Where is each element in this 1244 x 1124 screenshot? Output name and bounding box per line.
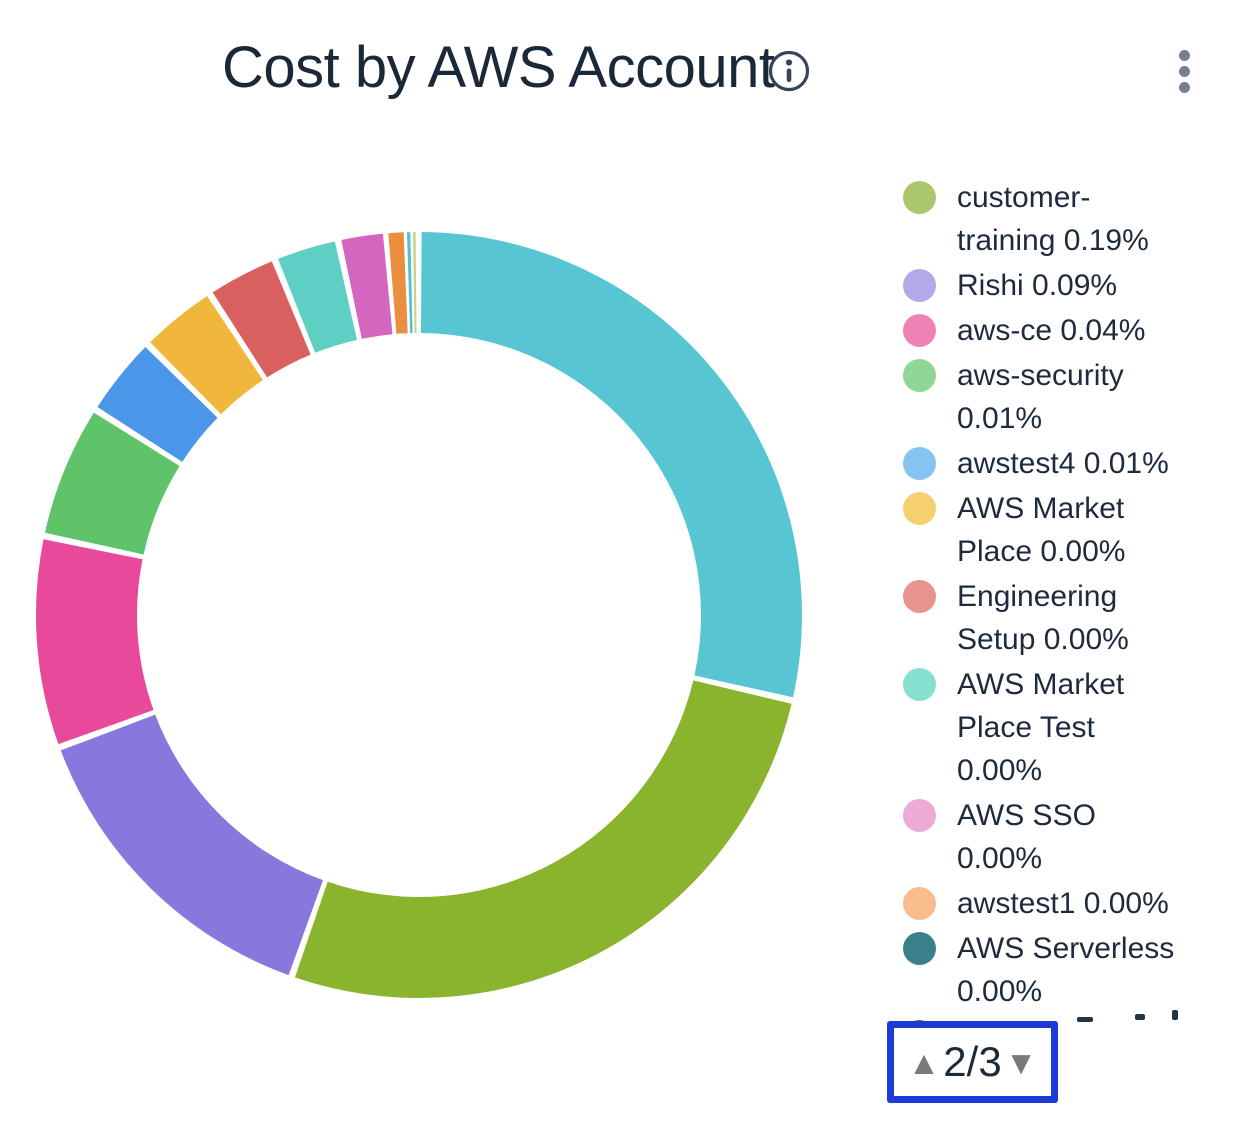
legend-item[interactable]: aws-security 0.01% bbox=[903, 354, 1233, 440]
donut-segment[interactable] bbox=[420, 232, 802, 698]
donut-segment[interactable] bbox=[212, 261, 311, 378]
kebab-menu-icon[interactable] bbox=[1177, 48, 1192, 95]
legend-item[interactable]: AWS SSO 0.00% bbox=[903, 794, 1233, 880]
legend-item[interactable]: aws-ce 0.04% bbox=[903, 309, 1233, 352]
page-down-button[interactable]: ▼ bbox=[1004, 1043, 1038, 1081]
donut-segment[interactable] bbox=[412, 232, 417, 334]
page-indicator: 2/3 bbox=[943, 1038, 1002, 1085]
legend-swatch-icon bbox=[903, 799, 936, 832]
legend-item[interactable]: Engineering Setup 0.00% bbox=[903, 575, 1233, 661]
legend-swatch-icon bbox=[903, 492, 936, 525]
legend-item-label: customer- training 0.19% bbox=[957, 181, 1149, 257]
legend-swatch-icon bbox=[903, 932, 936, 965]
legend-swatch-icon bbox=[903, 269, 936, 302]
legend-item-label: AWS Market Place Test 0.00% bbox=[957, 668, 1125, 787]
clipped-text-fragment bbox=[1172, 1010, 1178, 1020]
legend-item[interactable]: awstest1 0.00% bbox=[903, 882, 1233, 925]
legend-item[interactable]: AWS Market Place Test 0.00% bbox=[903, 663, 1233, 792]
donut-segment[interactable] bbox=[36, 539, 154, 745]
chart-legend: customer- training 0.19% Rishi 0.09% aws-c… bbox=[903, 176, 1233, 1053]
donut-segment[interactable] bbox=[406, 232, 413, 334]
legend-swatch-icon bbox=[903, 668, 936, 701]
legend-item[interactable]: AWS Serverless 0.00% bbox=[903, 927, 1233, 1013]
donut-segment[interactable] bbox=[341, 233, 393, 339]
donut-segment[interactable] bbox=[60, 714, 324, 976]
legend-swatch-icon bbox=[903, 181, 936, 214]
kebab-dot bbox=[1179, 50, 1190, 61]
legend-swatch-icon bbox=[903, 447, 936, 480]
page-up-button[interactable]: ▲ bbox=[907, 1043, 941, 1081]
legend-swatch-icon bbox=[903, 580, 936, 613]
legend-item-label: AWS Market Place 0.00% bbox=[957, 492, 1126, 568]
legend-item[interactable]: AWS Market Place 0.00% bbox=[903, 487, 1233, 573]
legend-item[interactable]: Rishi 0.09% bbox=[903, 264, 1233, 307]
donut-segment[interactable] bbox=[388, 232, 408, 334]
legend-item-label: aws-security 0.01% bbox=[957, 359, 1124, 435]
info-icon[interactable] bbox=[766, 48, 812, 94]
clipped-text-fragment bbox=[1077, 1017, 1093, 1022]
legend-pagination[interactable]: ▲ 2/3 ▼ bbox=[887, 1021, 1058, 1103]
donut-segment[interactable] bbox=[44, 412, 180, 555]
donut-segment[interactable] bbox=[150, 295, 263, 415]
donut-segment[interactable] bbox=[294, 680, 792, 998]
legend-swatch-icon bbox=[903, 359, 936, 392]
kebab-dot bbox=[1179, 66, 1190, 77]
kebab-dot bbox=[1179, 82, 1190, 93]
donut-chart[interactable] bbox=[34, 230, 804, 1000]
legend-item[interactable]: customer- training 0.19% bbox=[903, 176, 1233, 262]
donut-segment[interactable] bbox=[97, 347, 218, 462]
legend-item-label: AWS SSO 0.00% bbox=[957, 799, 1096, 875]
legend-item-label: Engineering Setup 0.00% bbox=[957, 580, 1129, 656]
page-title: Cost by AWS Account bbox=[222, 35, 775, 100]
legend-item-label: AWS Serverless 0.00% bbox=[957, 932, 1175, 1008]
legend-item-label: aws-ce 0.04% bbox=[957, 314, 1146, 347]
legend-item-label: awstest1 0.00% bbox=[957, 887, 1169, 920]
legend-item[interactable]: awstest4 0.01% bbox=[903, 442, 1233, 485]
legend-swatch-icon bbox=[903, 887, 936, 920]
legend-item-label: Rishi 0.09% bbox=[957, 269, 1118, 302]
clipped-text-fragment bbox=[1135, 1014, 1145, 1020]
legend-item-label: awstest4 0.01% bbox=[957, 447, 1169, 480]
legend-swatch-icon bbox=[903, 314, 936, 347]
donut-segment[interactable] bbox=[278, 241, 358, 353]
